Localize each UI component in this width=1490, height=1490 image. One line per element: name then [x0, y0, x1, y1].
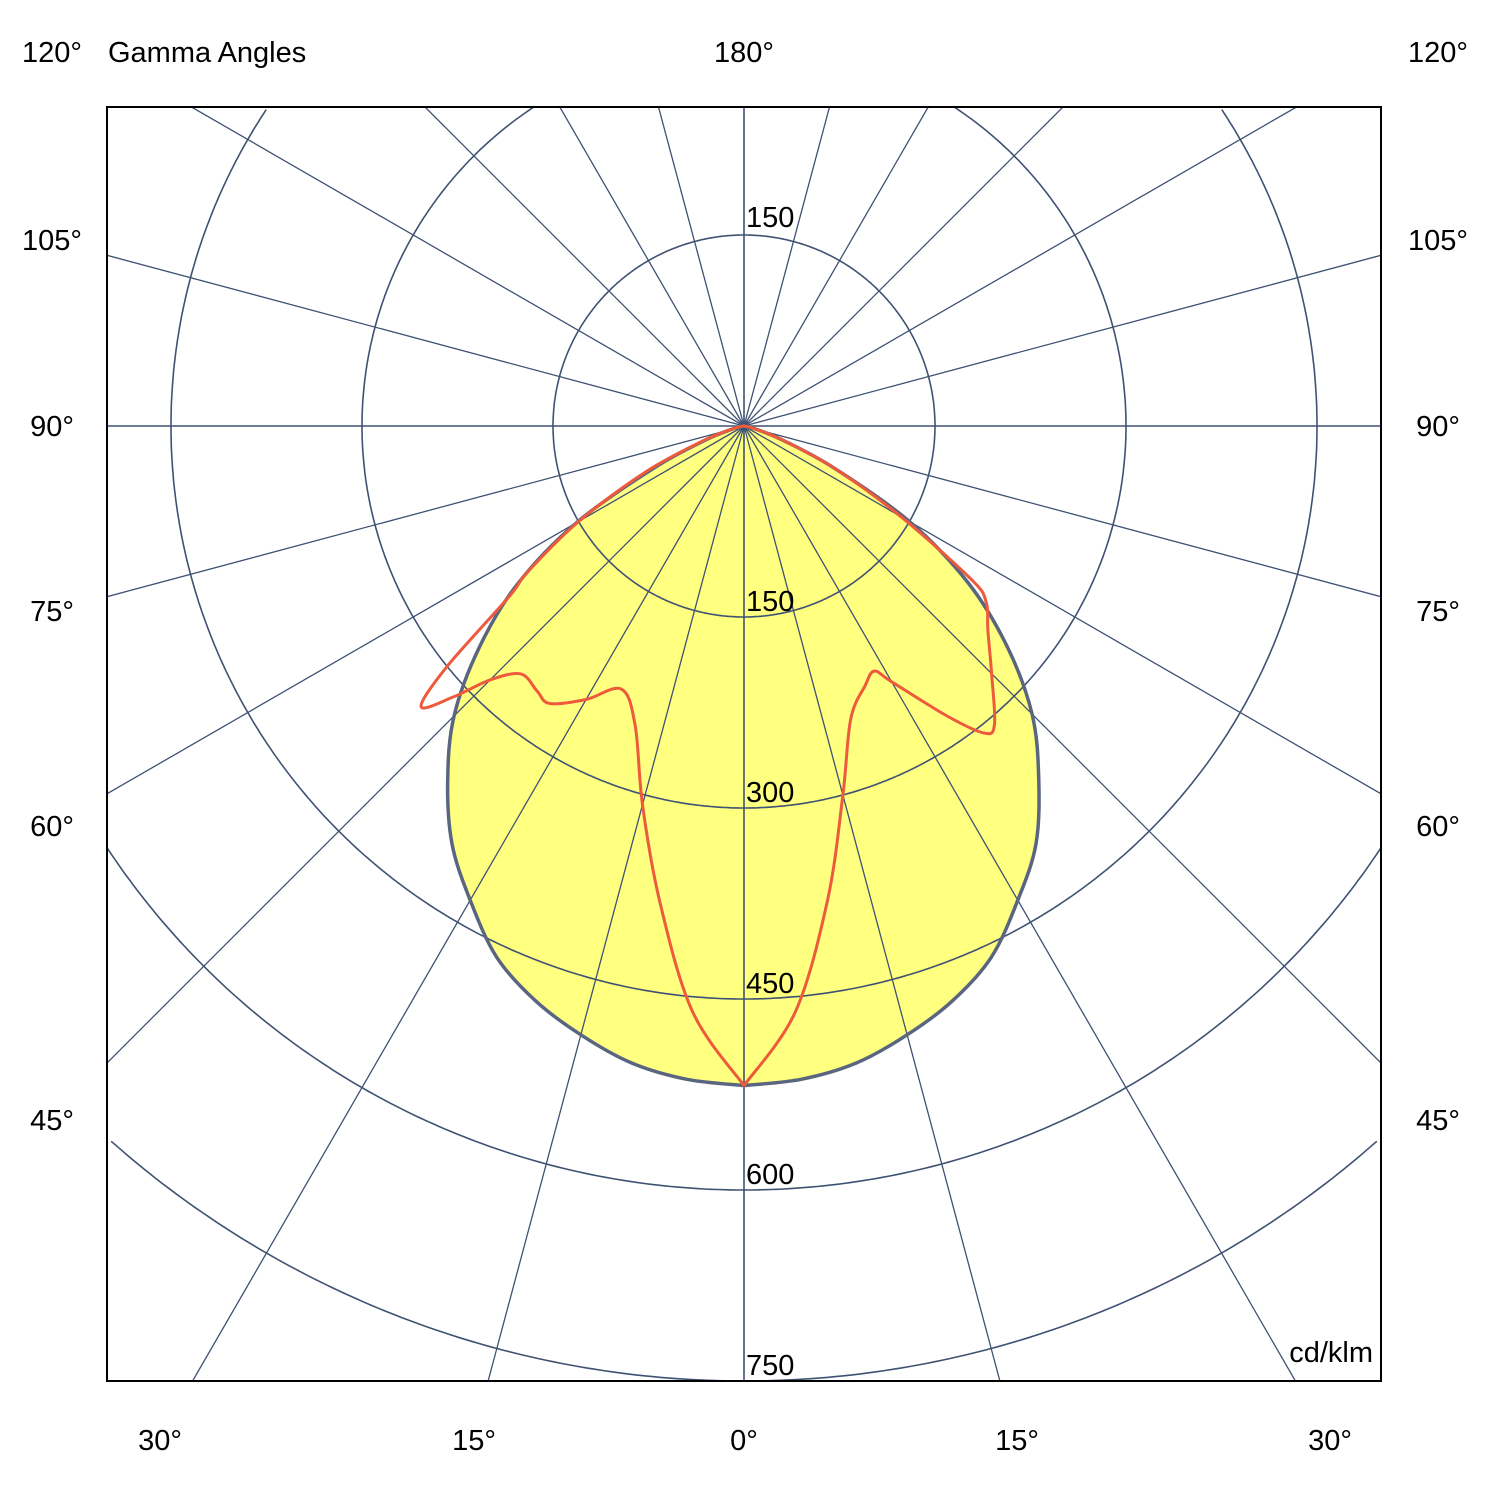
grid-circle-300 — [361, 107, 1127, 809]
grid-circle-600 — [107, 847, 1381, 1191]
grid-radial-line — [107, 425, 745, 795]
angle-label-left: 90° — [30, 411, 74, 443]
series-1-curve — [419, 424, 997, 1088]
angle-label-right: 105° — [1408, 225, 1468, 257]
grid-radial-line — [559, 107, 745, 427]
grid-radial-line — [107, 254, 745, 427]
grid-radial-line — [743, 425, 1381, 598]
radial-tick-label: 750 — [746, 1350, 794, 1382]
angle-label-bottom: 30° — [138, 1425, 182, 1457]
angle-label-left: 120° — [22, 37, 82, 69]
grid-radial-line — [191, 107, 745, 427]
angle-label-right: 75° — [1416, 596, 1460, 628]
grid-radial-line — [424, 107, 745, 427]
angle-label-right: 90° — [1416, 411, 1460, 443]
angle-label-bottom: 0° — [730, 1425, 758, 1457]
grid-radial-line — [487, 425, 745, 1381]
chart-title: Gamma Angles — [108, 37, 306, 69]
grid-radial-line — [743, 425, 1296, 1381]
radial-tick-label: 600 — [746, 1159, 794, 1191]
grid-radial-line — [743, 254, 1381, 427]
angle-label-left: 105° — [22, 225, 82, 257]
grid-circle-450 — [170, 109, 1318, 1000]
radial-tick-label: 300 — [746, 777, 794, 809]
angle-label-left: 75° — [30, 596, 74, 628]
grid-radial-line — [743, 107, 929, 427]
angle-label-bottom: 30° — [1308, 1425, 1352, 1457]
angle-label-right: 45° — [1416, 1105, 1460, 1137]
grid-radial-line — [107, 425, 745, 598]
angle-label-bottom: 15° — [452, 1425, 496, 1457]
radial-tick-label: 150 — [746, 586, 794, 618]
grid-radial-line — [743, 107, 1064, 427]
radial-tick-label-upper: 150 — [746, 202, 794, 234]
angle-label-left: 60° — [30, 811, 74, 843]
radial-tick-label: 450 — [746, 968, 794, 1000]
grid-radial-line — [743, 425, 1381, 795]
angle-label-top: 180° — [714, 37, 774, 69]
grid-circle-750 — [110, 1140, 1378, 1381]
plot-frame — [106, 106, 1382, 1382]
grid-radial-line — [657, 107, 745, 427]
angle-label-left: 45° — [30, 1105, 74, 1137]
grid-radial-line — [743, 107, 831, 427]
grid — [107, 107, 1381, 1381]
grid-radial-line — [743, 425, 1381, 1064]
unit-label: cd/klm — [1289, 1337, 1373, 1369]
grid-radial-line — [743, 425, 1001, 1381]
curves — [419, 424, 1041, 1088]
angle-label-right: 120° — [1408, 37, 1468, 69]
angle-label-right: 60° — [1416, 811, 1460, 843]
grid-radial-line — [743, 107, 1297, 427]
angle-label-bottom: 15° — [995, 1425, 1039, 1457]
grid-radial-line — [192, 425, 745, 1381]
radial-tick-labels: 150 300 450 600 750 150 — [746, 202, 794, 1382]
grid-radial-line — [107, 425, 745, 1064]
